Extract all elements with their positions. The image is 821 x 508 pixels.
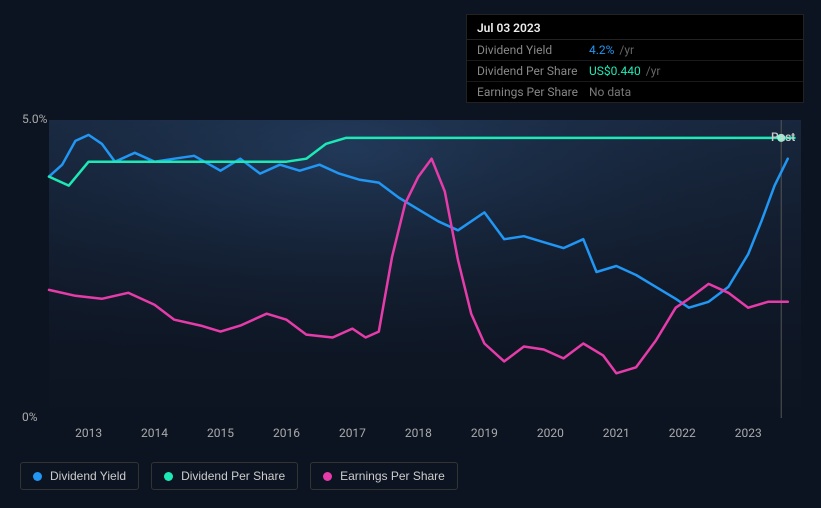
tooltip-row: Earnings Per ShareNo data [467, 82, 803, 102]
legend-item-dividend-yield[interactable]: Dividend Yield [20, 462, 139, 490]
x-axis-label: 2022 [669, 426, 696, 440]
past-label: Past [771, 130, 795, 144]
x-axis-label: 2018 [405, 426, 432, 440]
y-axis-label: 0% [22, 410, 38, 424]
y-axis-label: 5.0% [22, 112, 47, 126]
tooltip-date: Jul 03 2023 [467, 15, 803, 40]
x-axis-label: 2015 [207, 426, 234, 440]
tooltip-row-unit: /yr [616, 43, 634, 57]
x-axis-label: 2014 [141, 426, 168, 440]
tooltip-row-value: US$0.440 /yr [589, 64, 660, 78]
tooltip-row: Dividend Yield4.2% /yr [467, 40, 803, 61]
tooltip-row: Dividend Per ShareUS$0.440 /yr [467, 61, 803, 82]
tooltip-rows: Dividend Yield4.2% /yrDividend Per Share… [467, 40, 803, 102]
legend: Dividend Yield Dividend Per Share Earnings… [20, 462, 458, 490]
x-axis-label: 2013 [75, 426, 102, 440]
x-axis-label: 2023 [735, 426, 762, 440]
tooltip-row-label: Dividend Per Share [477, 64, 589, 78]
legend-dot-icon [323, 472, 332, 481]
x-axis-label: 2017 [339, 426, 366, 440]
tooltip-row-unit: /yr [643, 64, 661, 78]
tooltip-row-value: 4.2% /yr [589, 43, 634, 57]
tooltip-row-label: Dividend Yield [477, 43, 589, 57]
x-axis-label: 2021 [603, 426, 630, 440]
legend-item-earnings-per-share[interactable]: Earnings Per Share [310, 462, 458, 490]
legend-item-label: Dividend Yield [50, 469, 126, 483]
x-axis-label: 2020 [537, 426, 564, 440]
x-axis-label: 2016 [273, 426, 300, 440]
legend-item-dividend-per-share[interactable]: Dividend Per Share [151, 462, 298, 490]
legend-item-label: Dividend Per Share [181, 469, 285, 483]
legend-item-label: Earnings Per Share [340, 469, 445, 483]
x-axis-label: 2019 [471, 426, 498, 440]
chart-container: Past Jul 03 2023 Dividend Yield4.2% /yrD… [0, 0, 821, 508]
legend-dot-icon [164, 472, 173, 481]
tooltip-row-label: Earnings Per Share [477, 85, 589, 99]
tooltip-row-value: No data [589, 85, 631, 99]
legend-dot-icon [33, 472, 42, 481]
tooltip: Jul 03 2023 Dividend Yield4.2% /yrDivide… [466, 14, 804, 103]
